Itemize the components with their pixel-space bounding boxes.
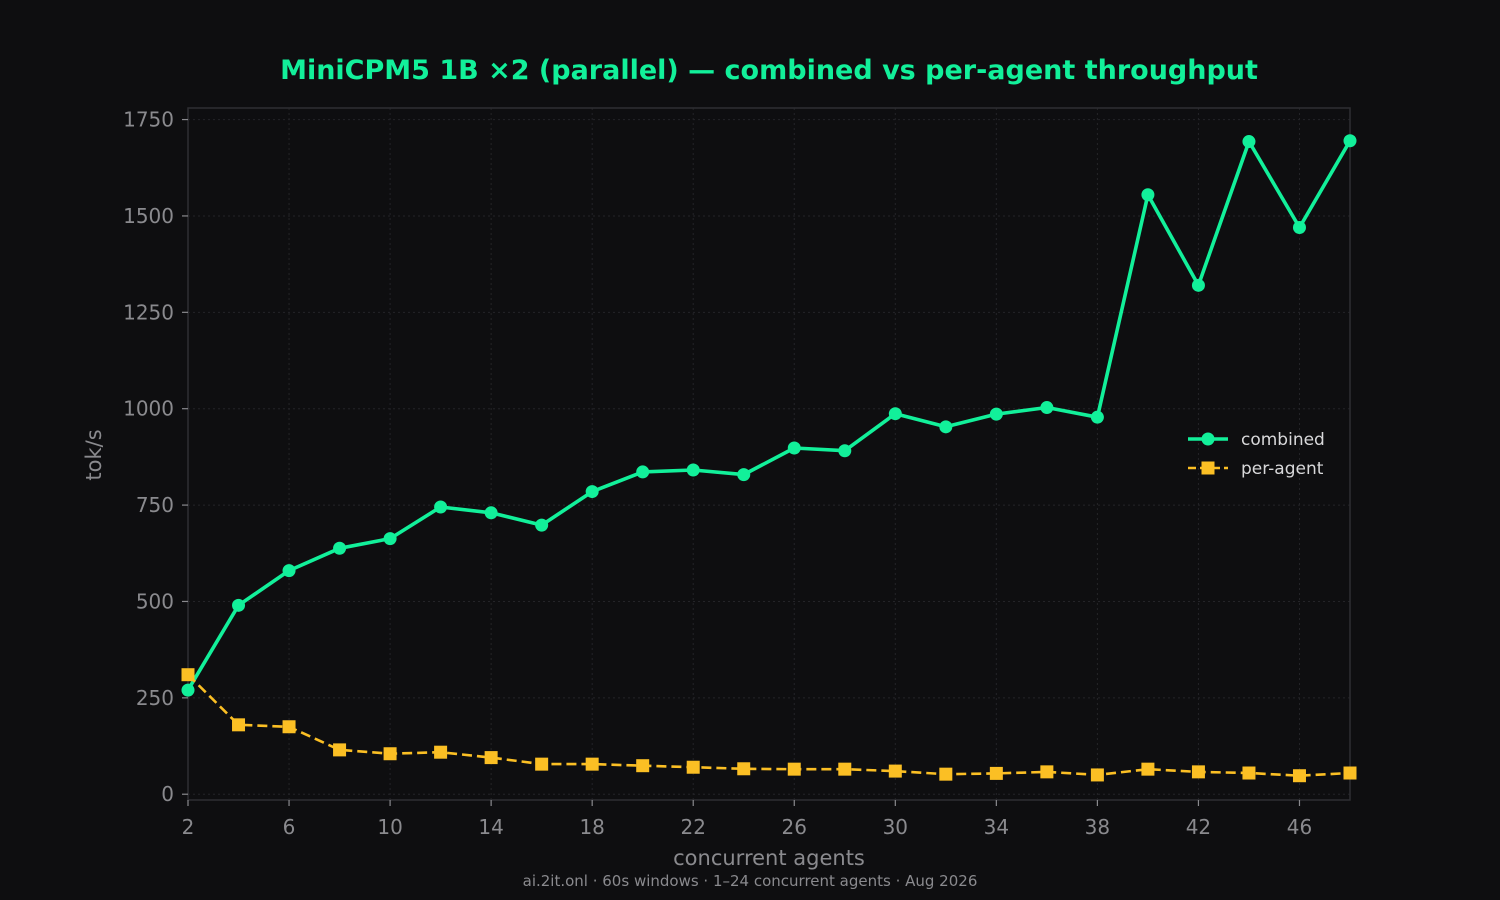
data-point-combined	[1242, 135, 1256, 149]
legend-item-per-agent: per-agent	[1188, 459, 1324, 479]
data-point-combined	[686, 463, 700, 477]
data-point-combined	[989, 407, 1003, 421]
data-point-per-agent	[1141, 762, 1155, 776]
x-tick-label: 34	[984, 815, 1009, 839]
chart-title: MiniCPM5 1B ×2 (parallel) — combined vs …	[280, 55, 1258, 86]
data-point-per-agent	[838, 762, 852, 776]
data-point-combined	[838, 444, 852, 458]
data-point-per-agent	[1090, 768, 1104, 782]
grid	[187, 108, 1350, 800]
y-tick-label: 1250	[123, 300, 174, 324]
data-point-combined	[181, 683, 195, 697]
data-point-combined	[484, 506, 498, 520]
x-tick-label: 30	[883, 815, 908, 839]
data-point-per-agent	[686, 760, 700, 774]
data-point-per-agent	[1191, 765, 1205, 779]
data-point-combined	[1090, 410, 1104, 424]
x-tick-label: 6	[283, 815, 296, 839]
legend-label: combined	[1241, 430, 1325, 450]
legend-swatch-marker	[1201, 432, 1215, 446]
data-point-combined	[888, 407, 902, 421]
data-point-per-agent	[636, 759, 650, 773]
data-point-combined	[383, 532, 397, 546]
data-point-combined	[737, 468, 751, 482]
data-point-combined	[1343, 134, 1357, 148]
data-point-per-agent	[434, 745, 448, 759]
y-axis: 0 250 500 750 1000 1250 1500 1750	[123, 108, 188, 806]
data-point-per-agent	[1040, 765, 1054, 779]
y-tick-label: 1750	[123, 108, 174, 132]
data-point-per-agent	[1343, 766, 1357, 780]
data-point-per-agent	[1292, 769, 1306, 783]
y-tick-label: 0	[161, 782, 174, 806]
series-line-per-agent	[187, 673, 1351, 778]
x-axis-label: concurrent agents	[673, 846, 865, 870]
data-point-combined	[1040, 401, 1054, 415]
data-point-combined	[787, 441, 801, 455]
plot-frame	[187, 107, 1351, 801]
x-tick-label: 18	[579, 815, 604, 839]
data-point-combined	[636, 465, 650, 479]
y-tick-label: 1500	[123, 204, 174, 228]
data-point-combined	[333, 541, 347, 555]
data-point-combined	[282, 564, 296, 578]
footer-note: ai.2it.onl · 60s windows · 1–24 concurre…	[523, 872, 978, 890]
data-point-per-agent	[585, 757, 599, 771]
x-tick-label: 42	[1186, 815, 1211, 839]
data-point-per-agent	[888, 764, 902, 778]
data-point-combined	[232, 598, 246, 612]
data-point-per-agent	[232, 718, 246, 732]
data-point-per-agent	[939, 767, 953, 781]
data-point-per-agent	[282, 720, 296, 734]
legend-item-combined: combined	[1188, 430, 1325, 450]
y-tick-label: 500	[136, 589, 174, 613]
x-tick-label: 22	[680, 815, 705, 839]
series-layer	[181, 134, 1357, 783]
data-point-per-agent	[535, 757, 549, 771]
data-point-per-agent	[737, 762, 751, 776]
legend-swatch-marker	[1201, 461, 1215, 475]
data-point-combined	[1191, 278, 1205, 292]
data-point-combined	[1292, 221, 1306, 235]
data-point-combined	[1141, 188, 1155, 202]
x-tick-label: 2	[182, 815, 195, 839]
y-tick-label: 750	[136, 493, 174, 517]
x-tick-label: 38	[1085, 815, 1110, 839]
y-tick-label: 1000	[123, 397, 174, 421]
data-point-per-agent	[484, 751, 498, 765]
x-axis: 2 6 10 14 18 22 26 30 34 38 42 46	[182, 800, 1312, 839]
x-tick-label: 10	[377, 815, 402, 839]
legend: combined per-agent	[1188, 430, 1325, 479]
x-tick-label: 46	[1287, 815, 1312, 839]
data-point-per-agent	[181, 668, 195, 682]
series-line-combined	[186, 139, 1352, 692]
data-point-combined	[939, 420, 953, 434]
data-point-combined	[535, 518, 549, 532]
y-axis-label: tok/s	[82, 429, 106, 480]
data-point-per-agent	[989, 766, 1003, 780]
y-tick-label: 250	[136, 686, 174, 710]
data-point-combined	[434, 500, 448, 514]
series-combined	[181, 134, 1357, 697]
x-tick-label: 14	[478, 815, 503, 839]
data-point-per-agent	[383, 747, 397, 761]
data-point-per-agent	[787, 762, 801, 776]
legend-label: per-agent	[1241, 459, 1324, 479]
data-point-per-agent	[1242, 766, 1256, 780]
series-per-agent	[181, 668, 1357, 783]
data-point-combined	[585, 485, 599, 499]
data-point-per-agent	[333, 743, 347, 757]
x-tick-label: 26	[782, 815, 807, 839]
